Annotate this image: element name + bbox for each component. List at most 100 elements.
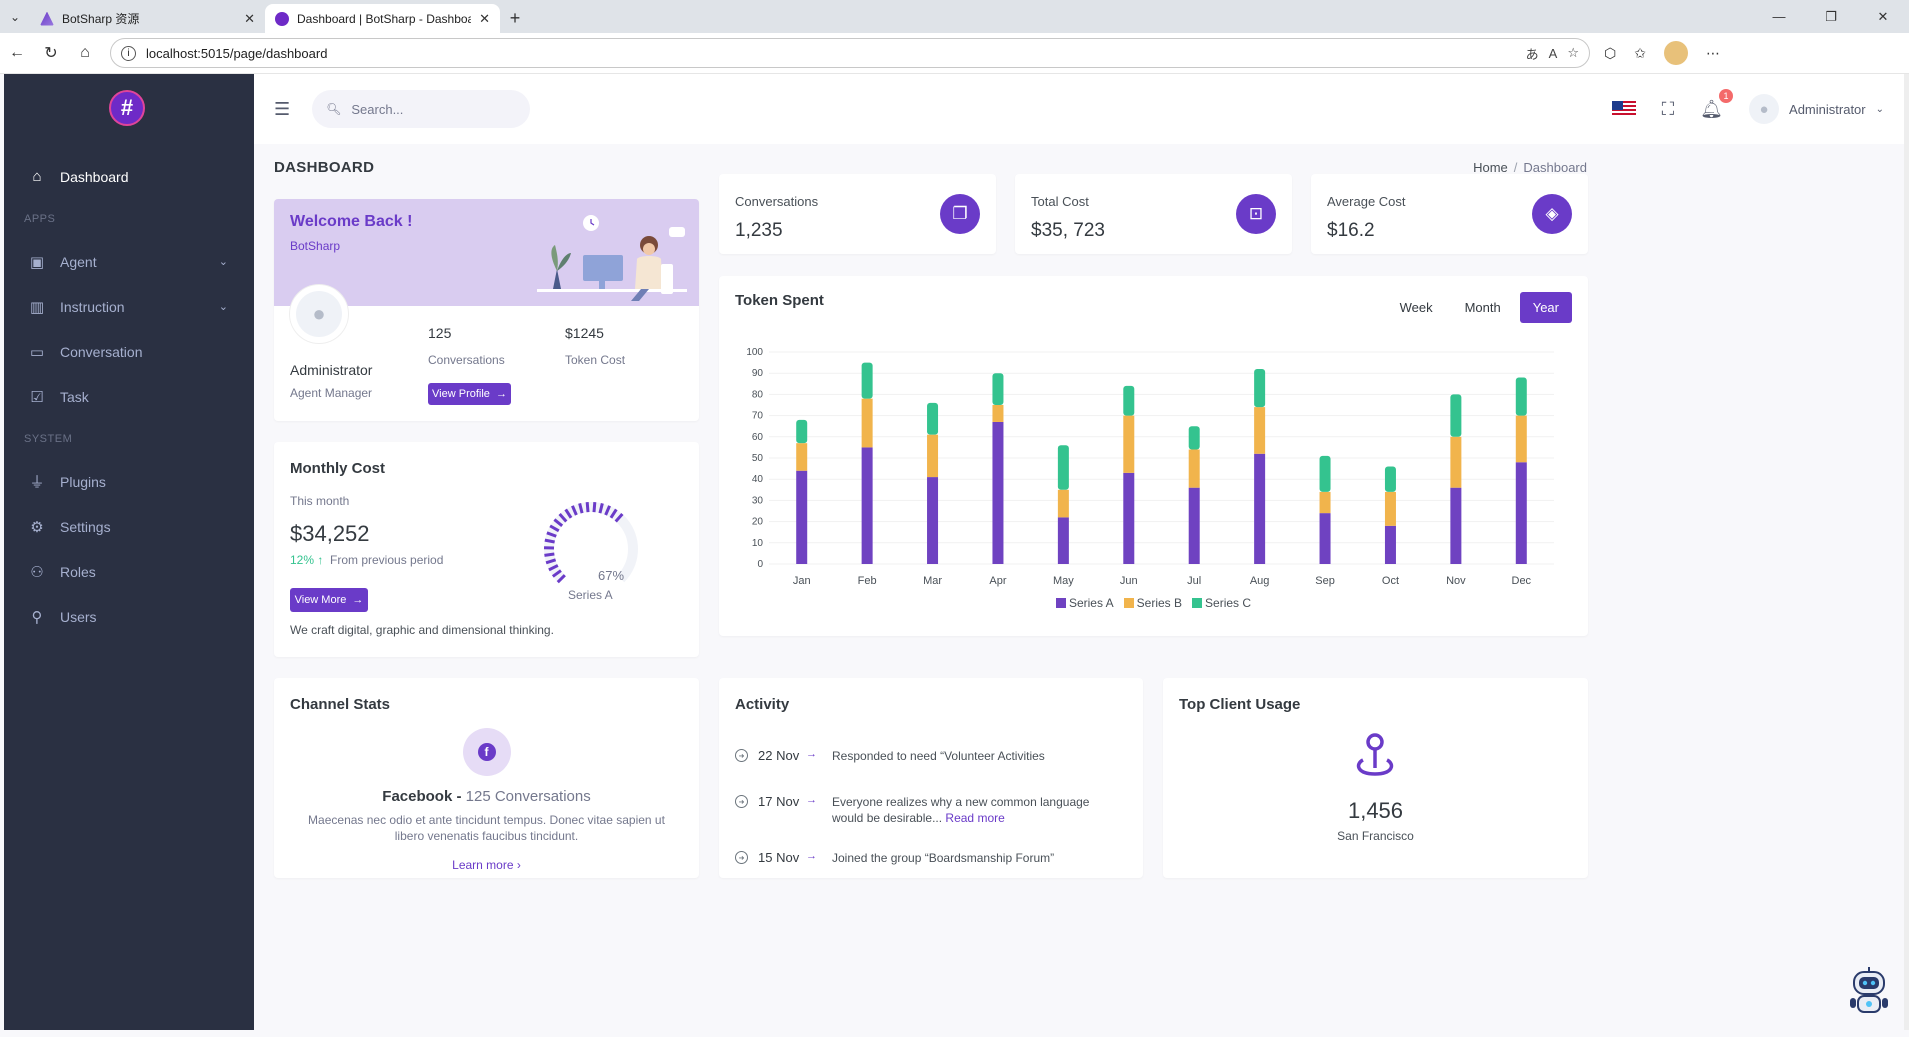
copy-stack-icon: ❐ [940, 194, 980, 234]
bar-series-b-jan [796, 443, 808, 471]
welcome-stat-conversations: 125 Conversations [428, 325, 505, 367]
notification-bell-icon[interactable]: 🔔︎ 1 [1700, 88, 1734, 120]
gauge-tick [553, 518, 564, 527]
sidebar-item-settings[interactable]: ⚙ Settings [4, 504, 254, 549]
browser-tab-dashboard[interactable]: Dashboard | BotSharp - Dashboard ✕ [265, 4, 500, 33]
sidebar-item-label: Task [60, 388, 89, 405]
close-tab-icon[interactable]: ✕ [244, 10, 255, 26]
translate-icon[interactable]: あ [1525, 46, 1539, 62]
gauge-percent: 67% [598, 568, 624, 583]
sidebar-menu: ⌂ Dashboard APPS ▣ Agent ⌄ ▥ Instruction… [4, 154, 254, 639]
tab-menu-chevron-icon[interactable]: ⌄ [9, 9, 21, 24]
y-tick-label: 50 [752, 453, 764, 464]
close-tab-icon[interactable]: ✕ [479, 10, 490, 26]
stat-value: 125 [428, 325, 452, 341]
activity-item: ➜ 15 Nov → Joined the group “Boardsmansh… [735, 850, 1102, 866]
browser-toolbar: ⬡ ✩ ⋯ [1604, 41, 1720, 65]
user-menu[interactable]: ● Administrator ⌄ [1749, 94, 1884, 124]
tab-month[interactable]: Month [1464, 300, 1501, 315]
back-icon[interactable]: ← [9, 44, 25, 61]
us-flag-language-icon[interactable] [1611, 101, 1636, 117]
home-icon: ⌂ [32, 168, 42, 185]
breadcrumb-separator: / [1513, 159, 1518, 175]
profile-avatar-icon[interactable] [1663, 41, 1688, 65]
legend-label: Series C [1205, 596, 1252, 610]
legend-label: Series A [1068, 596, 1114, 610]
close-window-icon[interactable]: ✕ [1877, 8, 1889, 24]
activity-date: 15 Nov [758, 850, 800, 865]
search-icon: 🔍︎ [326, 102, 342, 116]
chat-icon: ▭ [29, 343, 45, 361]
url-field[interactable]: i localhost:5015/page/dashboard あ A ☆ [110, 38, 1590, 68]
sidebar-item-agent[interactable]: ▣ Agent ⌄ [4, 239, 254, 284]
search-input[interactable] [351, 101, 512, 117]
tab-week[interactable]: Week [1399, 300, 1433, 315]
browser-tab-botsharp[interactable]: BotSharp 资源 ✕ [30, 4, 265, 33]
sidebar-item-conversation[interactable]: ▭ Conversation [4, 329, 254, 374]
legend-series-b[interactable]: Series B [1123, 596, 1183, 610]
gauge-tick [578, 503, 584, 514]
more-options-icon[interactable]: ⋯ [1705, 44, 1720, 61]
arrow-right-icon: → [806, 748, 817, 760]
sidebar-item-users[interactable]: ⚲ Users [4, 594, 254, 639]
view-more-button[interactable]: View More → [290, 588, 368, 612]
office-illustration-icon [537, 215, 687, 301]
fullscreen-icon[interactable]: ⛶ [1661, 98, 1675, 119]
stat-card-average-cost: Average Cost $16.2 ◈ [1311, 174, 1588, 254]
bar-series-a-jul [1188, 487, 1200, 564]
gauge-tick [598, 503, 604, 514]
stat-card-total-cost: Total Cost $35, 723 ⊡ [1015, 174, 1292, 254]
learn-more-link[interactable]: Learn more › [274, 858, 699, 872]
restore-icon[interactable]: ❐ [1825, 8, 1837, 24]
stat-label: Total Cost [1031, 194, 1089, 209]
view-profile-button[interactable]: View Profile → [428, 383, 511, 405]
new-tab-button[interactable]: + [509, 8, 521, 28]
gauge-tick [551, 569, 562, 578]
welcome-subtitle: BotSharp [290, 239, 341, 253]
minimize-icon[interactable]: — [1772, 9, 1786, 24]
legend-series-c[interactable]: Series C [1192, 596, 1251, 610]
y-tick-label: 40 [752, 474, 764, 485]
welcome-title: Welcome Back ! [290, 213, 413, 230]
x-tick-label: Aug [1250, 575, 1270, 587]
home-icon[interactable]: ⌂ [80, 44, 90, 61]
legend-series-a[interactable]: Series A [1055, 596, 1114, 610]
gauge-tick [571, 505, 578, 516]
read-more-link[interactable]: Read more [945, 811, 1005, 825]
bar-series-a-dec [1515, 462, 1527, 564]
bar-series-a-oct [1384, 525, 1396, 564]
sidebar-item-plugins[interactable]: ⏚ Plugins [4, 459, 254, 504]
bar-series-b-sep [1319, 491, 1331, 514]
tab-title: BotSharp 资源 [62, 12, 140, 26]
tab-year[interactable]: Year [1519, 292, 1572, 323]
botsharp-logo-icon[interactable]: # [109, 90, 145, 126]
info-icon[interactable]: i [121, 45, 136, 61]
stat-value: $16.2 [1327, 220, 1375, 241]
read-aloud-icon[interactable]: A [1548, 45, 1558, 61]
hamburger-menu-icon[interactable]: ☰ [274, 98, 291, 119]
y-tick-label: 70 [752, 411, 764, 422]
favorite-star-icon[interactable]: ☆ [1567, 45, 1579, 60]
stat-label: Token Cost [565, 353, 626, 367]
card-title: Token Spent [735, 292, 824, 309]
sidebar-item-roles[interactable]: ⚇ Roles [4, 549, 254, 594]
breadcrumb-home-link[interactable]: Home [1473, 159, 1508, 175]
top-client-usage-card: Top Client Usage 1,456 San Francisco [1163, 678, 1588, 878]
main-content: ☰ 🔍︎ ⛶ 🔔︎1 ● Administrator ⌄ DASHBOARD H… [254, 74, 1904, 1030]
gauge-tick [549, 524, 560, 533]
page-scrollbar[interactable] [1904, 74, 1909, 1030]
sidebar-item-dashboard[interactable]: ⌂ Dashboard [4, 154, 254, 199]
favorites-icon[interactable]: ✩ [1634, 44, 1646, 61]
chatbot-robot-icon[interactable] [1848, 966, 1890, 1018]
sidebar-section-system: SYSTEM [24, 433, 73, 445]
x-tick-label: Sep [1315, 575, 1335, 587]
page-header: DASHBOARD Home / Dashboard [274, 152, 1587, 182]
legend-label: Series B [1136, 596, 1183, 610]
page-title: DASHBOARD [274, 158, 375, 176]
sidebar-item-instruction[interactable]: ▥ Instruction ⌄ [4, 284, 254, 329]
client-city: San Francisco [1337, 829, 1414, 843]
extensions-icon[interactable]: ⬡ [1604, 44, 1617, 61]
user-avatar: ● [1749, 94, 1780, 124]
reload-icon[interactable]: ↻ [44, 45, 58, 62]
sidebar-item-task[interactable]: ☑ Task [4, 374, 254, 419]
